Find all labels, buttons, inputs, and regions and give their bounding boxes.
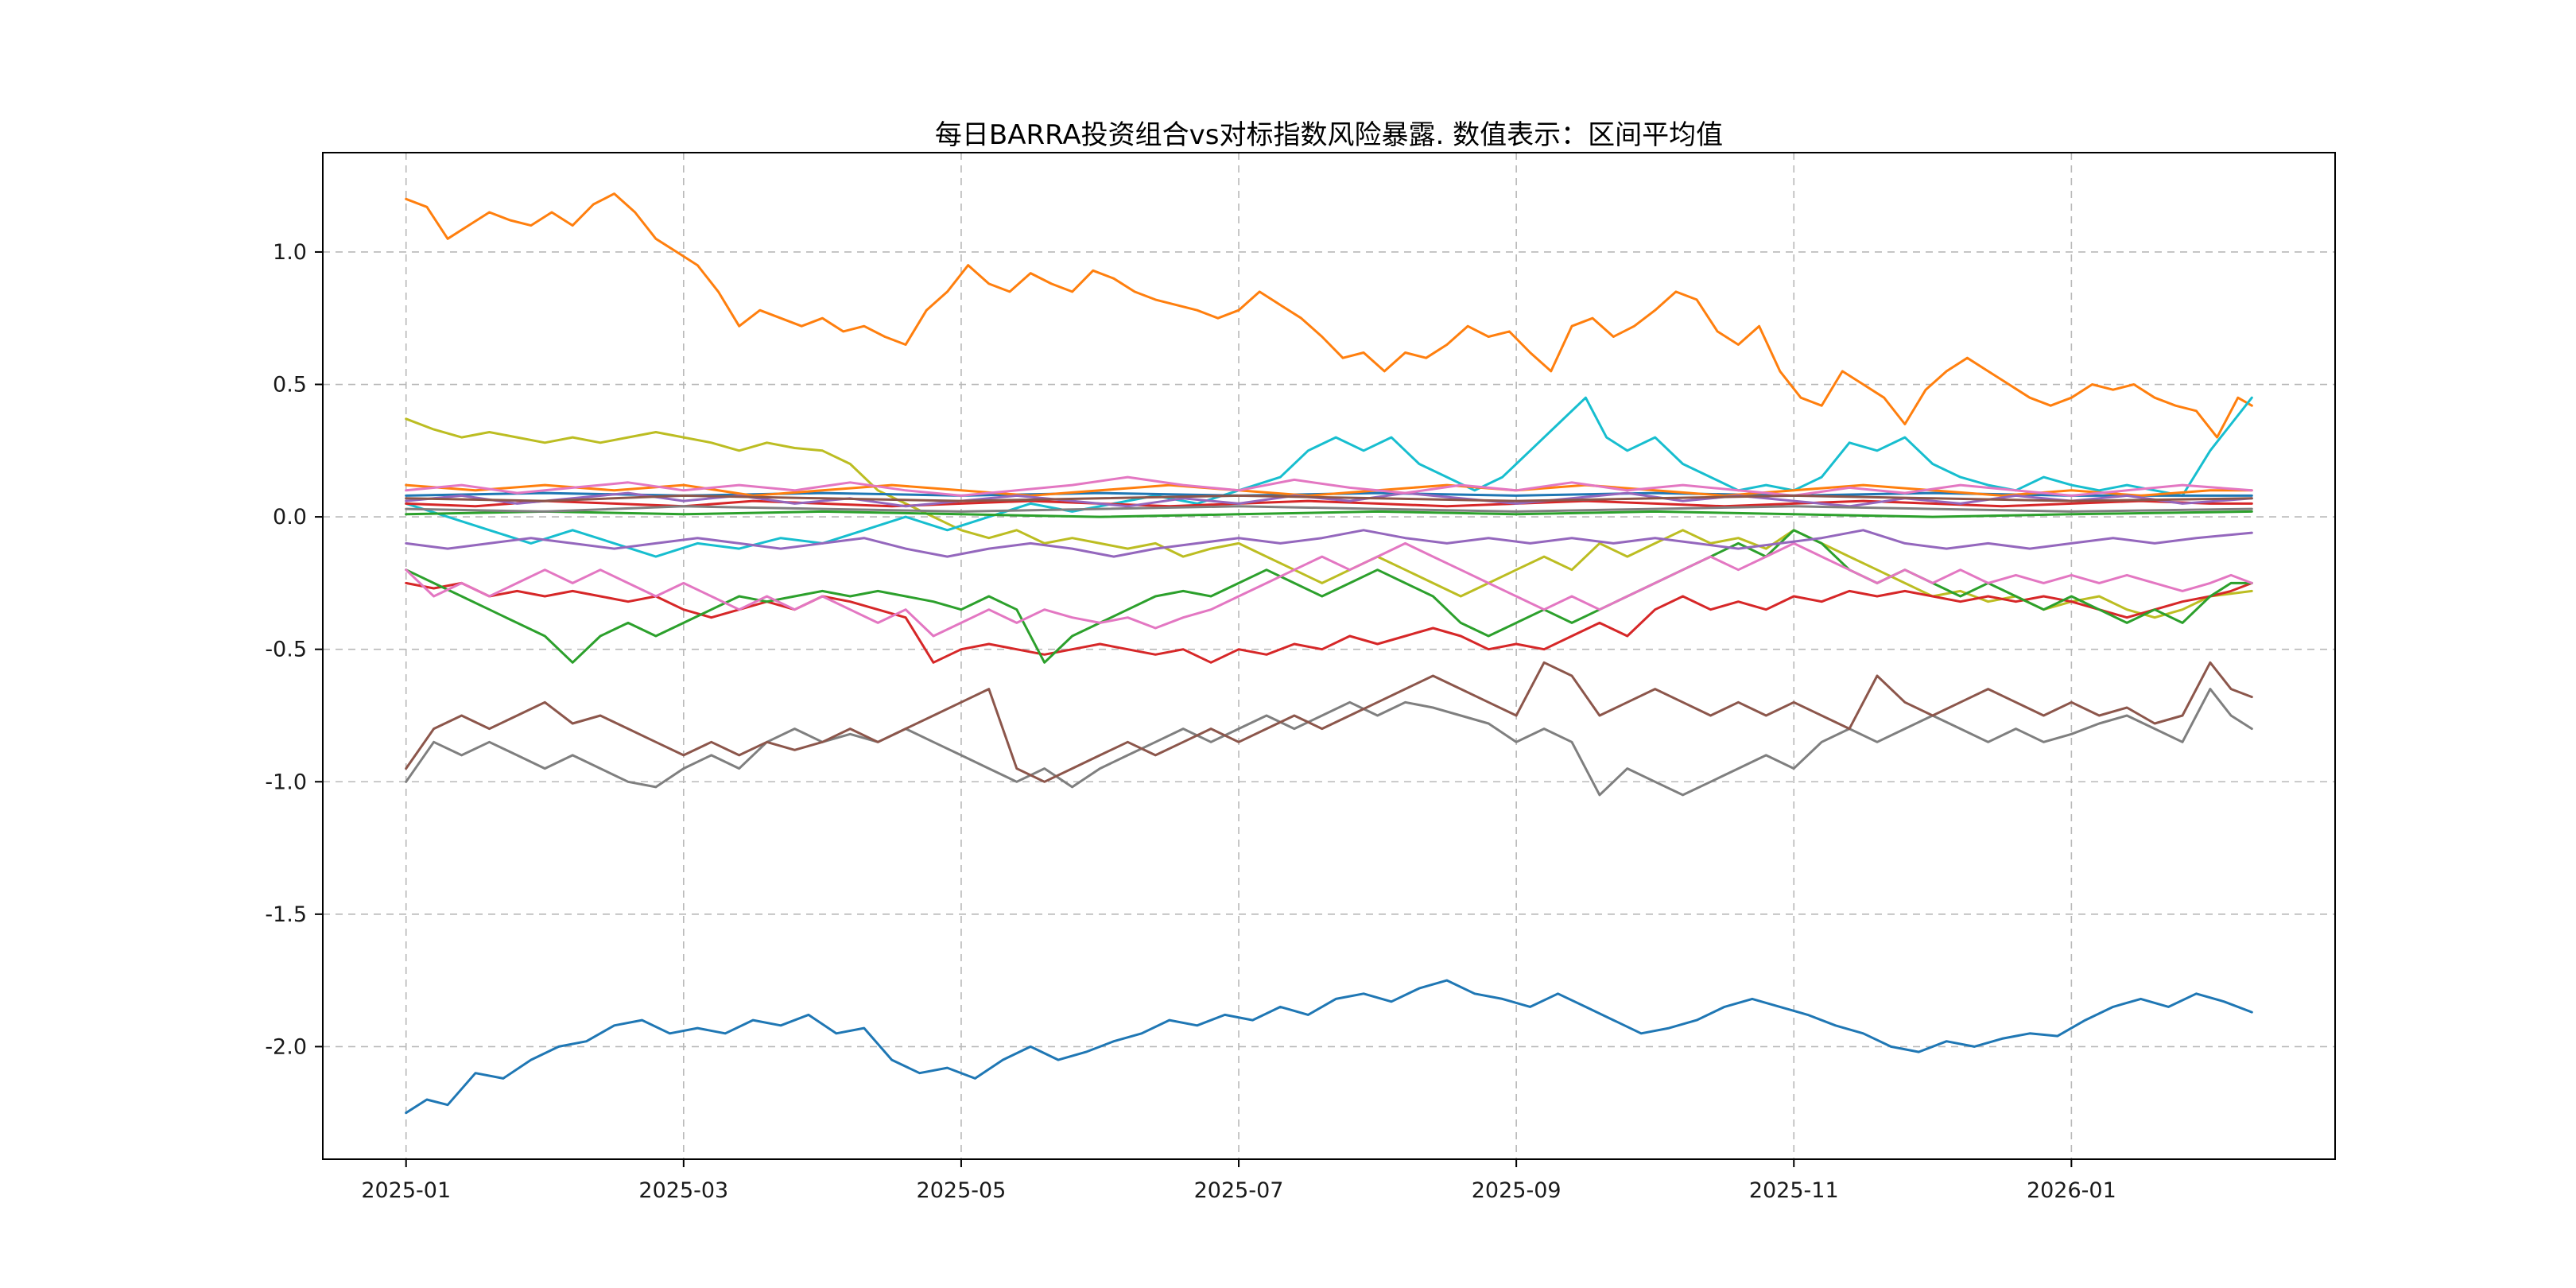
y-tick-label: 1.0 (273, 240, 307, 265)
series-line-orange-flat (405, 483, 2253, 497)
y-tick-label: -0.5 (265, 638, 307, 662)
x-tick-label: 2025-01 (361, 1178, 451, 1203)
x-tick-label: 2025-07 (1194, 1178, 1284, 1203)
y-tick-label: -1.5 (265, 902, 307, 927)
series-line-gray (405, 688, 2253, 797)
series-line-olive (405, 417, 2253, 619)
x-tick-label: 2025-05 (917, 1178, 1007, 1203)
y-tick-label: -2.0 (265, 1034, 307, 1059)
x-tick-label: 2025-03 (638, 1178, 728, 1203)
series-line-blue-bottom (405, 979, 2253, 1115)
y-tick-label: 0.5 (273, 373, 307, 398)
series-line-pink-flat (405, 475, 2253, 497)
x-tick-label: 2026-01 (2027, 1178, 2116, 1203)
series-line-cyan (405, 396, 2253, 558)
y-tick-label: -1.0 (265, 770, 307, 794)
series-line-brown-flat (405, 494, 2253, 502)
series-line-gray-flat (405, 505, 2253, 513)
x-tick-label: 2025-11 (1749, 1178, 1839, 1203)
series-line-purple (405, 529, 2253, 558)
series-line-green-flat (405, 510, 2253, 518)
series-line-orange-top (405, 192, 2253, 439)
series-line-brown (405, 661, 2253, 783)
series-line-pink (405, 541, 2253, 638)
plot-border (322, 152, 2336, 1160)
chart-title: 每日BARRA投资组合vs对标指数风险暴露. 数值表示：区间平均值 (934, 119, 1724, 151)
series-line-green (405, 529, 2253, 664)
series-line-red (405, 581, 2253, 664)
series-line-red-flat (405, 499, 2253, 508)
x-tick-label: 2025-09 (1472, 1178, 1562, 1203)
y-tick-label: 0.0 (273, 505, 307, 530)
series-group (405, 192, 2253, 1115)
